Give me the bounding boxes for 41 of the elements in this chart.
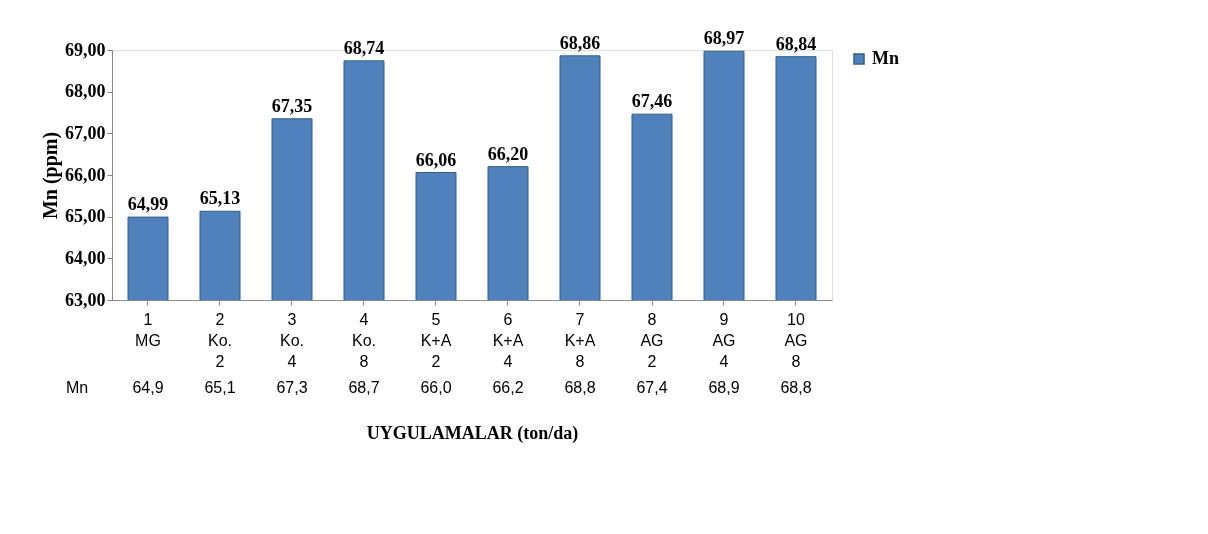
y-tick-label: 63,00 xyxy=(65,289,106,310)
text: 68,9 xyxy=(708,379,740,396)
legend-label: Mn xyxy=(872,48,899,68)
x-tick-label: 6 K+A 4 xyxy=(492,310,524,370)
text: 68,8 xyxy=(780,379,812,396)
x-tick-label: 1 MG xyxy=(135,310,161,349)
y-tick-label: 65,00 xyxy=(65,206,106,227)
text: 65,1 xyxy=(204,379,236,396)
data-label: 68,97 xyxy=(703,28,745,49)
x-tick-label: 3 Ko. 4 xyxy=(279,310,305,370)
x-axis-title: UYGULAMALAR (ton/da) xyxy=(366,422,579,444)
y-tick-label: 64,00 xyxy=(65,247,106,268)
y-tick-label: 66,00 xyxy=(65,164,106,185)
text: 68,8 xyxy=(564,379,596,396)
y-tick-label: 69,00 xyxy=(65,39,106,60)
data-label: 67,46 xyxy=(631,91,673,112)
x-tick-label: 9 AG 4 xyxy=(712,310,736,370)
data-label: 66,20 xyxy=(487,143,529,164)
data-label: 67,35 xyxy=(271,95,313,116)
data-label: 68,86 xyxy=(559,32,601,53)
x-tick-label: 5 K+A 2 xyxy=(420,310,452,370)
text: Mn xyxy=(65,379,89,396)
x-tick-label: 8 AG 2 xyxy=(640,310,664,370)
text: 67,3 xyxy=(276,379,308,396)
data-label: 66,06 xyxy=(415,149,457,170)
y-axis-title: Mn (ppm) xyxy=(39,131,62,220)
x-tick-label: 7 K+A 8 xyxy=(564,310,596,370)
text: 66,2 xyxy=(492,379,524,396)
x-tick-label: 2 Ko. 2 xyxy=(207,310,233,370)
text: 66,0 xyxy=(420,379,452,396)
data-label: 68,84 xyxy=(775,33,817,54)
y-tick-label: 68,00 xyxy=(65,81,106,102)
text: 68,7 xyxy=(348,379,380,396)
x-tick-label: 10 AG 8 xyxy=(784,310,808,370)
data-label: 68,74 xyxy=(343,37,385,58)
data-label: 64,99 xyxy=(127,194,169,215)
data-label: 65,13 xyxy=(199,188,241,209)
y-tick-label: 67,00 xyxy=(65,122,106,143)
text: 67,4 xyxy=(636,379,668,396)
text: 64,9 xyxy=(132,379,164,396)
x-tick-label: 4 Ko. 8 xyxy=(351,310,377,370)
